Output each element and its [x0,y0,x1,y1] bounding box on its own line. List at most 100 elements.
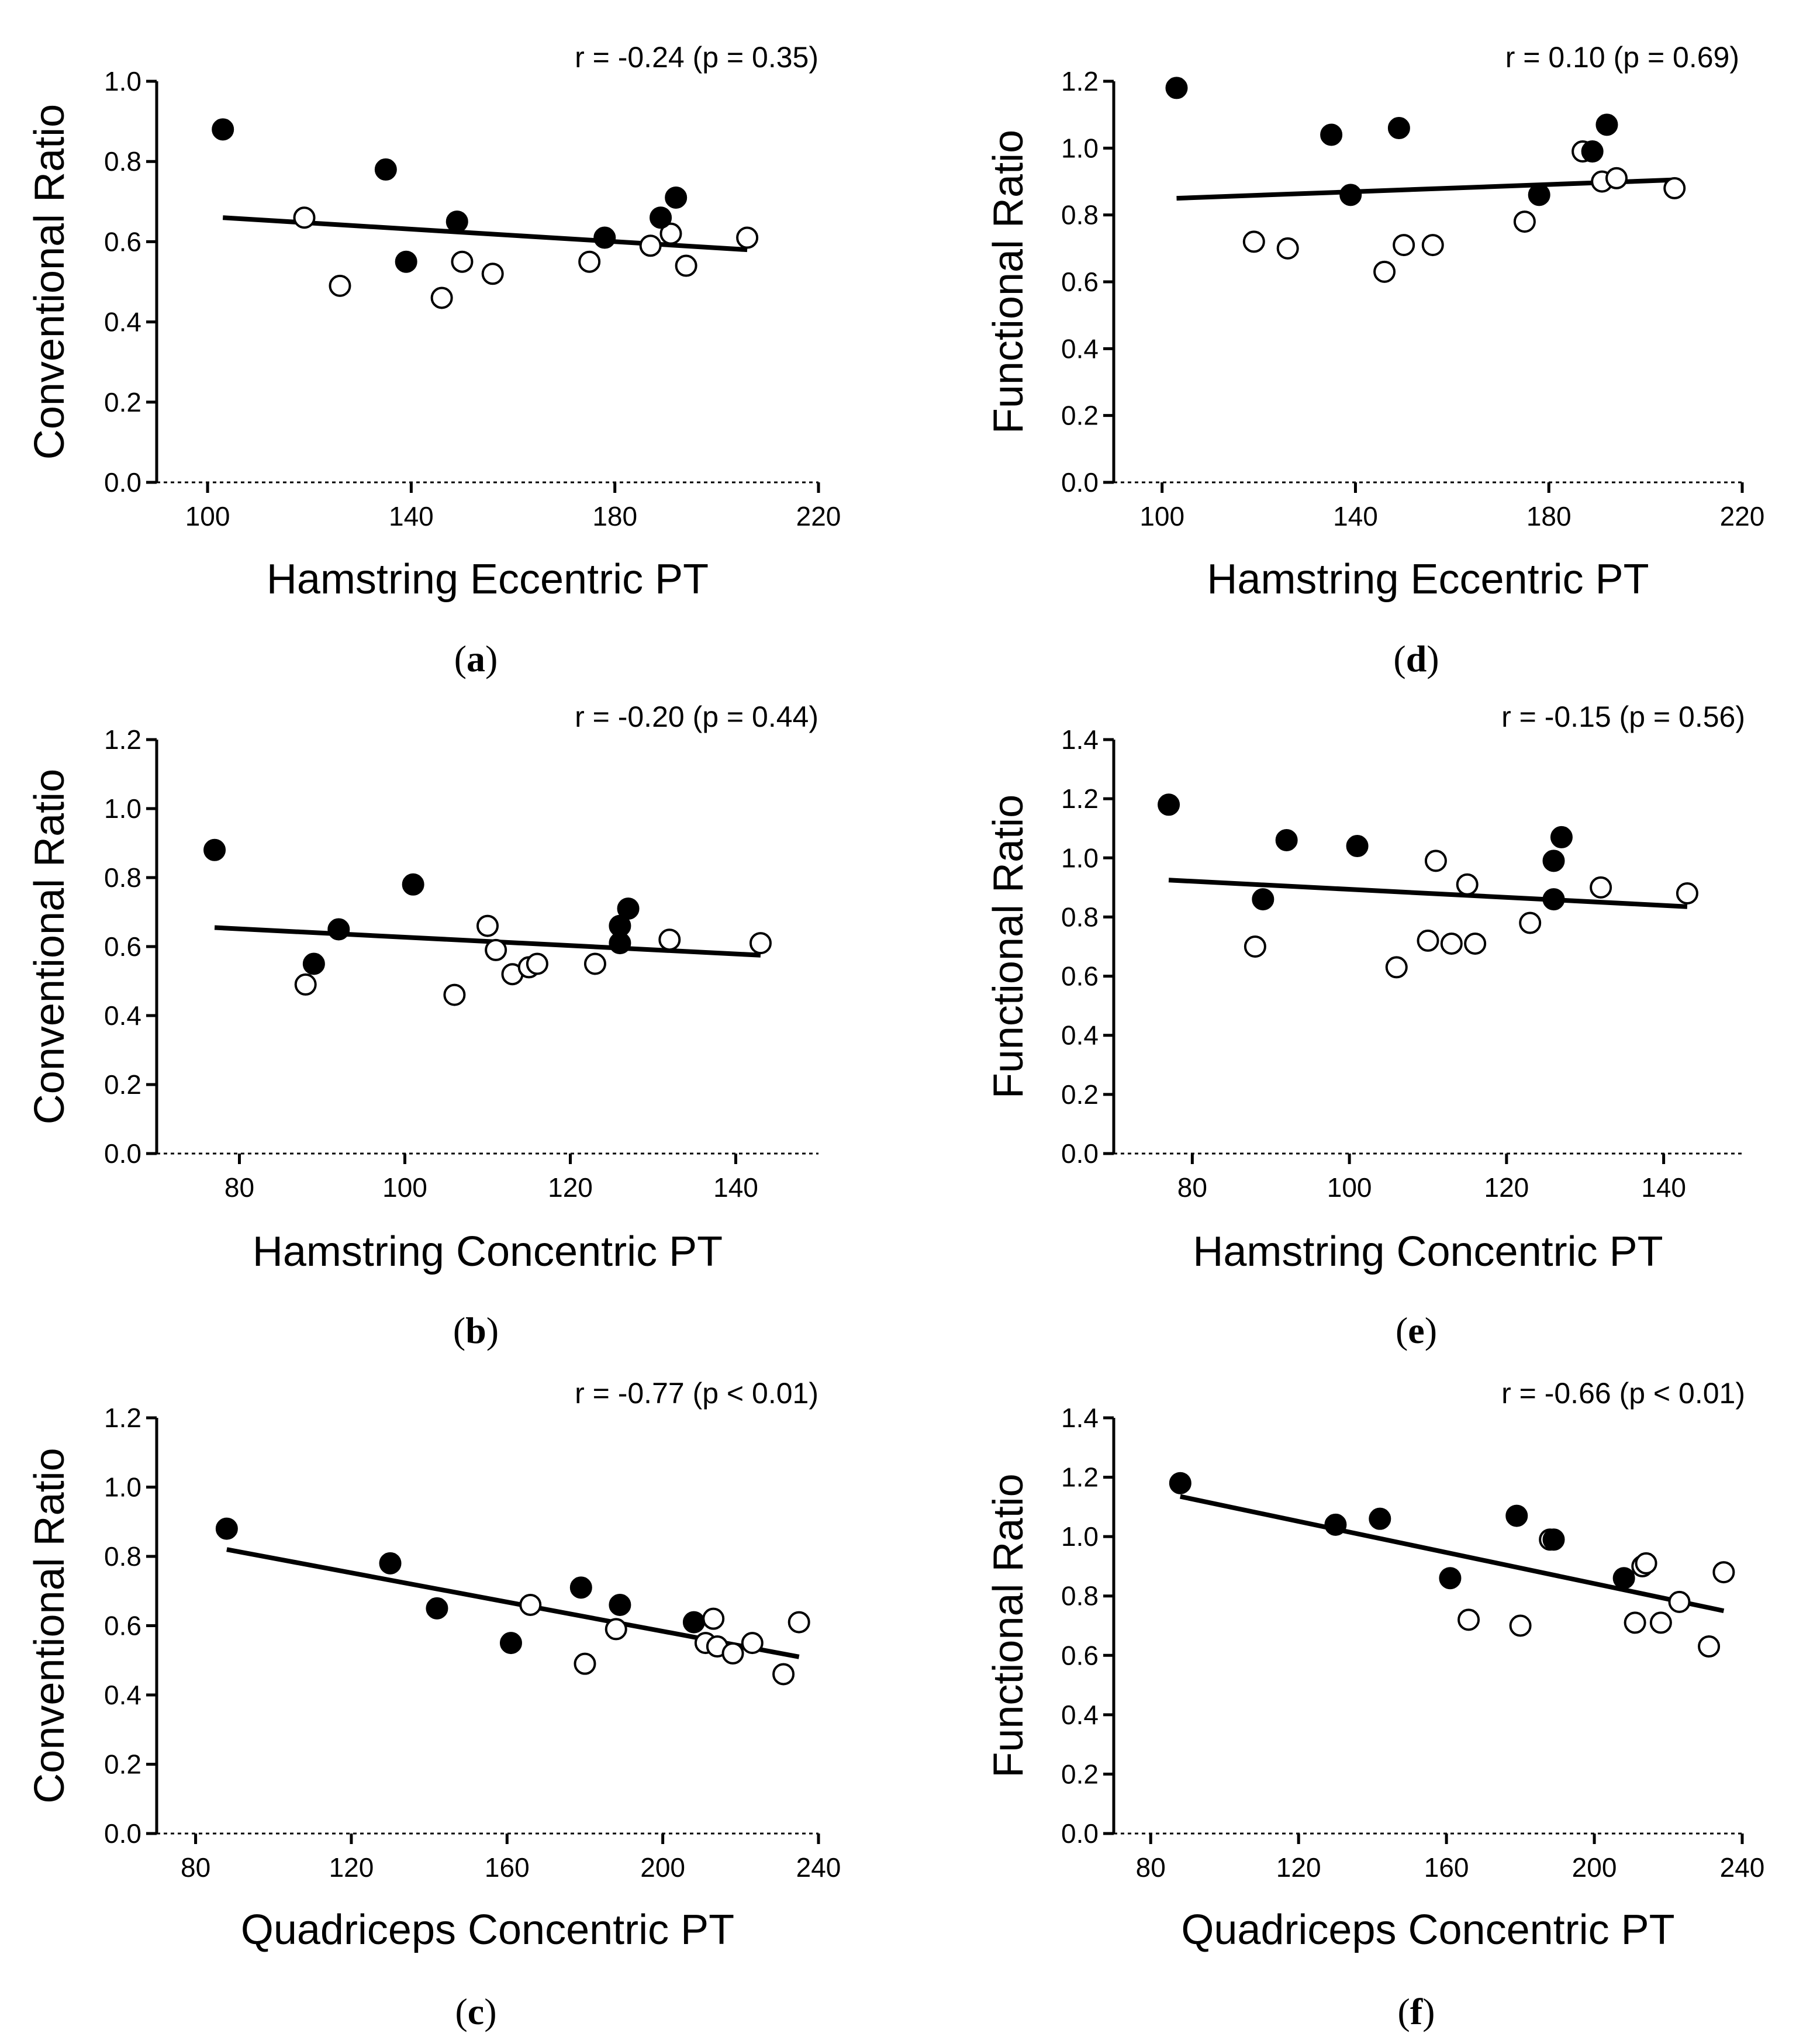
data-point-filled [650,206,672,229]
data-point-open [1668,1590,1691,1613]
y-tick-label: 0.4 [1061,1700,1099,1730]
x-axis-title: Quadriceps Concentric PT [241,1907,734,1953]
data-point-filled [1324,1513,1347,1536]
x-tick-label: 160 [485,1852,530,1883]
data-point-filled [426,1597,448,1620]
panel-label: (c) [455,1991,496,2032]
data-point-open [519,1593,542,1616]
correlation-annotation: r = -0.66 (p < 0.01) [1501,1377,1745,1410]
y-tick-label: 1.2 [1061,66,1099,96]
panel-label: (f) [1398,1991,1435,2032]
x-tick-label: 100 [1139,501,1184,531]
data-point-open [1424,850,1447,872]
data-point-filled [395,250,417,273]
x-tick-label: 180 [1526,501,1572,531]
data-point-open [329,274,351,297]
y-tick-label: 0.2 [104,387,141,417]
data-point-filled [215,1517,238,1540]
data-point-open [788,1611,810,1634]
data-point-open [659,222,682,245]
data-point-open [721,1642,744,1665]
y-tick-label: 0.6 [104,226,141,257]
y-tick-label: 0.8 [104,862,141,893]
data-point-open [1519,911,1542,934]
data-point-open [1464,932,1487,955]
y-tick-label: 0.6 [1061,267,1099,297]
y-tick-label: 0.0 [1061,467,1099,498]
x-tick-label: 180 [592,501,637,531]
correlation-annotation: r = 0.10 (p = 0.69) [1505,41,1739,74]
data-point-open [1417,929,1439,952]
x-tick-label: 80 [224,1172,254,1203]
correlation-annotation: r = -0.24 (p = 0.35) [575,41,818,74]
data-point-open [578,250,601,273]
data-point-filled [327,918,350,941]
x-tick-label: 240 [1720,1852,1765,1883]
y-tick-label: 1.0 [104,66,141,96]
y-tick-label: 0.6 [104,1611,141,1641]
data-point-open [1457,1608,1480,1631]
data-point-filled [379,1552,402,1575]
y-tick-label: 1.0 [1061,1521,1099,1552]
data-point-open [749,932,772,955]
y-tick-label: 1.0 [1061,133,1099,163]
x-tick-label: 240 [796,1852,841,1883]
data-point-open [294,973,317,996]
data-point-open [583,952,606,975]
y-axis-title: Conventional Ratio [26,1448,73,1803]
data-point-filled [374,158,397,181]
data-point-open [451,250,474,273]
y-tick-label: 0.2 [104,1749,141,1780]
data-point-open [1276,237,1299,260]
panel-b: 0.0 0.2 0.4 0.6 0.8 1.0 1.2 80 100 120 140 Hamstrin… [26,700,818,1351]
data-point-filled [1165,77,1188,99]
data-point-filled [609,1593,631,1616]
y-tick-label: 0.4 [104,1000,141,1031]
x-tick-label: 140 [1333,501,1378,531]
data-point-open [736,226,759,249]
y-axis-title: Conventional Ratio [26,769,73,1124]
data-point-open [1373,260,1396,283]
y-tick-label: 0.8 [1061,902,1099,932]
y-tick-label: 0.2 [104,1069,141,1100]
data-point-filled [1369,1507,1391,1530]
y-tick-label: 0.0 [104,467,141,498]
x-tick-label: 120 [548,1172,593,1203]
correlation-annotation: r = -0.77 (p < 0.01) [575,1377,818,1410]
data-point-filled [1387,117,1410,140]
data-point-open [658,928,681,951]
x-tick-label: 80 [1136,1852,1166,1883]
data-point-open [1676,882,1698,904]
data-point-filled [617,897,640,920]
x-axis-title: Hamstring Concentric PT [253,1228,723,1275]
data-point-filled [1439,1567,1462,1590]
correlation-annotation: r = -0.20 (p = 0.44) [575,700,818,733]
data-point-filled [569,1576,592,1599]
regression-line [1168,878,1688,909]
data-point-open [1421,234,1444,257]
regression-line [1180,1494,1725,1614]
data-point-filled [1581,140,1604,163]
x-axis-title: Hamstring Concentric PT [1193,1228,1663,1275]
panel-label: (b) [453,1310,499,1351]
x-axis-title: Hamstring Eccentric PT [267,556,709,603]
y-tick-label: 0.6 [104,931,141,962]
data-point-filled [1528,184,1550,206]
y-tick-label: 0.0 [104,1138,141,1169]
data-point-open [1385,956,1408,979]
data-point-filled [682,1611,705,1634]
panel-f: 0.0 0.2 0.4 0.6 0.8 1.0 1.2 1.4 80 120 160 200 240 Qu… [985,1377,1764,2032]
x-tick-label: 120 [1276,1852,1321,1883]
data-point-filled [1158,793,1180,816]
data-point-open [443,983,466,1006]
x-tick-label: 140 [713,1172,758,1203]
data-point-open [1244,935,1266,958]
y-tick-label: 1.2 [104,1403,141,1433]
data-point-filled [1550,826,1573,848]
x-tick-label: 120 [329,1852,374,1883]
y-tick-label: 0.4 [1061,1020,1099,1051]
x-tick-label: 100 [382,1172,427,1203]
y-tick-label: 1.2 [1061,783,1099,814]
y-tick-label: 0.2 [1061,1759,1099,1789]
